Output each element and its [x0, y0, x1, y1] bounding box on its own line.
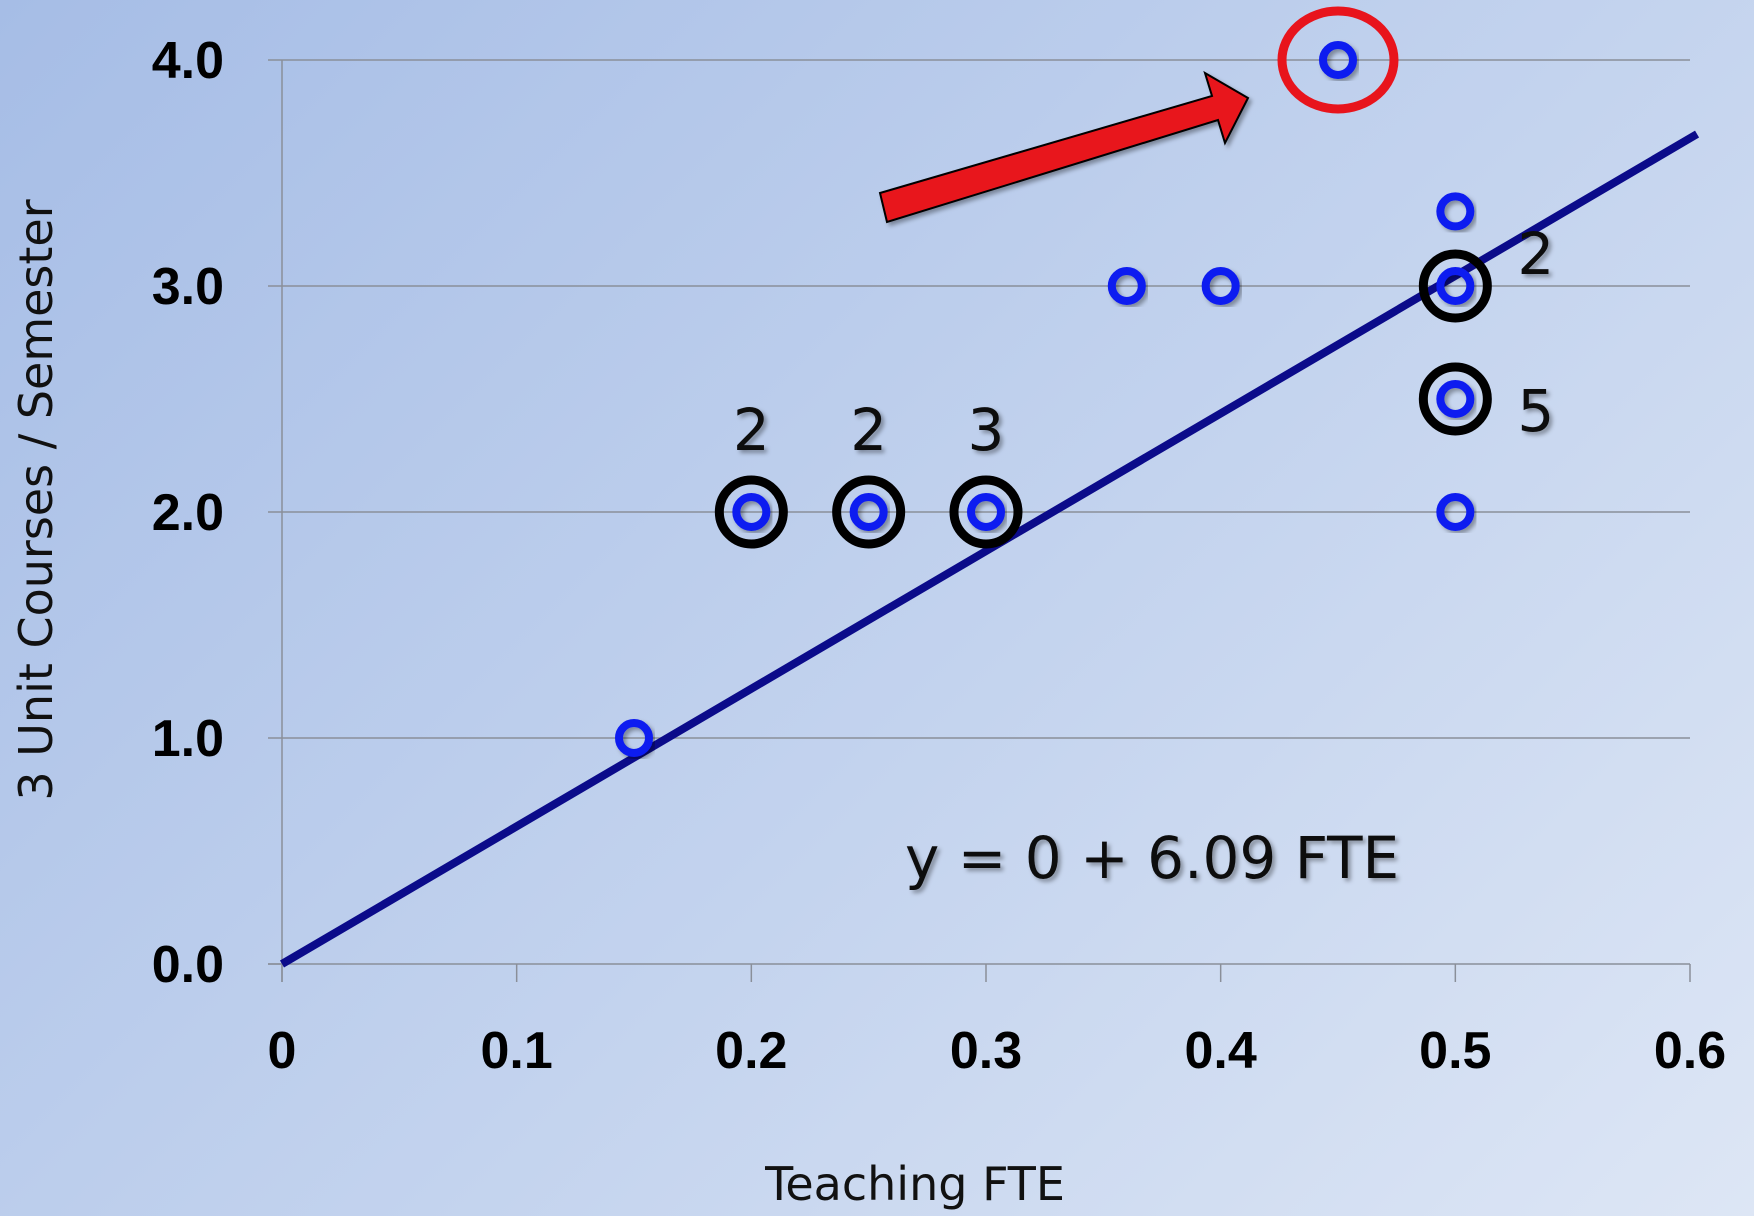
x-tick-label: 0.4 [1185, 1022, 1257, 1080]
data-point [1440, 196, 1470, 226]
count-label: 2 [733, 396, 770, 464]
count-label: 2 [1517, 220, 1554, 288]
cluster-ring [1423, 367, 1487, 431]
count-label: 3 [968, 396, 1005, 464]
x-tick-label: 0.2 [715, 1022, 787, 1080]
data-point [1440, 384, 1470, 414]
y-tick-label: 4.0 [152, 32, 224, 90]
x-tick-label: 0.6 [1654, 1022, 1726, 1080]
x-tick-label: 0.1 [481, 1022, 553, 1080]
count-label: 2 [850, 396, 887, 464]
y-tick-label: 2.0 [152, 484, 224, 542]
annotations: 2 2 3 2 5 [733, 11, 1554, 464]
x-tick-label: 0.5 [1419, 1022, 1491, 1080]
x-axis-title: Teaching FTE [764, 1157, 1065, 1211]
y-tick-label: 3.0 [152, 258, 224, 316]
x-tick-label: 0 [268, 1022, 297, 1080]
y-tick-label: 1.0 [152, 710, 224, 768]
cluster-rings [719, 254, 1487, 544]
y-axis-title: 3 Unit Courses / Semester [9, 199, 63, 800]
x-tick-label: 0.3 [950, 1022, 1022, 1080]
fit-equation: y = 0 + 6.09 FTE [905, 824, 1399, 892]
highlight-arrow [880, 73, 1248, 222]
y-tick-label: 0.0 [152, 936, 224, 994]
count-label: 5 [1517, 377, 1554, 445]
